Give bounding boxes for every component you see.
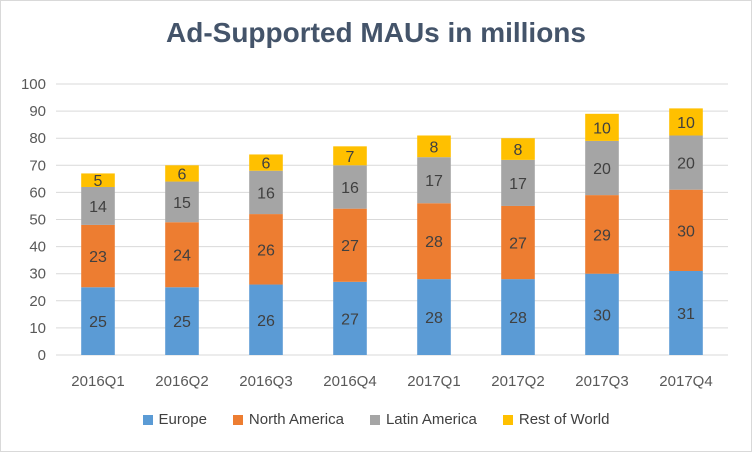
x-tick-label: 2016Q1 <box>71 373 124 390</box>
bar-segment <box>333 165 367 209</box>
bar-segment <box>417 279 451 355</box>
x-tick-label: 2016Q3 <box>239 373 292 390</box>
bar-segment <box>501 138 535 160</box>
y-tick-label: 0 <box>38 347 46 364</box>
data-label: 25 <box>173 314 191 331</box>
data-label: 29 <box>593 227 611 244</box>
bar-segment <box>417 135 451 158</box>
legend-item: Latin America <box>369 411 477 428</box>
data-label: 27 <box>341 238 359 255</box>
data-label: 17 <box>425 173 443 190</box>
bar-segment <box>669 270 703 355</box>
y-tick-label: 70 <box>29 157 46 174</box>
legend-swatch <box>142 414 153 425</box>
data-label: 20 <box>677 156 695 173</box>
y-tick-label: 100 <box>21 76 46 93</box>
y-tick-label: 90 <box>29 103 46 120</box>
legend-swatch <box>369 414 380 425</box>
data-label: 23 <box>89 249 107 266</box>
bar-segment <box>81 173 115 187</box>
data-label: 14 <box>89 199 107 216</box>
data-label: 27 <box>341 311 359 328</box>
data-label: 28 <box>425 234 443 251</box>
bar-segment <box>417 157 451 204</box>
bar-segment <box>501 279 535 355</box>
bar-segment <box>249 170 283 215</box>
x-tick-label: 2017Q1 <box>407 373 460 390</box>
y-tick-label: 40 <box>29 239 46 256</box>
bar-segment <box>585 195 619 274</box>
data-label: 7 <box>346 149 355 166</box>
data-label: 10 <box>677 115 695 132</box>
y-tick-label: 30 <box>29 266 46 283</box>
data-label: 28 <box>509 310 527 327</box>
bar-segment <box>585 113 619 141</box>
x-tick-label: 2016Q4 <box>323 373 376 390</box>
data-label: 27 <box>509 236 527 253</box>
legend-label: Latin America <box>385 411 477 428</box>
y-tick-label: 20 <box>29 293 46 310</box>
data-label: 8 <box>430 139 439 156</box>
data-label: 31 <box>677 306 695 323</box>
data-label: 24 <box>173 248 191 265</box>
data-label: 16 <box>257 185 275 202</box>
chart-title: Ad-Supported MAUs in millions <box>166 17 586 48</box>
bar-segment <box>165 222 199 288</box>
bar-segment <box>249 284 283 355</box>
bar-segment <box>501 159 535 206</box>
legend-label: Europe <box>158 411 207 428</box>
bar-segment <box>249 214 283 285</box>
bar-segment <box>165 165 199 182</box>
bar-segment <box>165 181 199 223</box>
x-tick-label: 2017Q4 <box>659 373 712 390</box>
bar-segment <box>333 281 367 355</box>
bar-segment <box>669 108 703 136</box>
data-label: 17 <box>509 176 527 193</box>
bar-segment <box>669 189 703 271</box>
bar-segment <box>501 205 535 280</box>
x-tick-label: 2016Q2 <box>155 373 208 390</box>
data-label: 8 <box>514 142 523 159</box>
legend-label: Rest of World <box>518 411 610 428</box>
bar-segment <box>81 186 115 225</box>
chart-legend: Europe North America Latin America Rest of … <box>1 411 751 428</box>
bar-segment <box>333 146 367 166</box>
y-tick-label: 60 <box>29 184 46 201</box>
data-label: 20 <box>593 161 611 178</box>
bar-segment <box>81 224 115 288</box>
x-tick-label: 2017Q3 <box>575 373 628 390</box>
legend-swatch <box>502 414 513 425</box>
bar-segment <box>417 203 451 280</box>
bar-segment <box>333 208 367 282</box>
data-label: 6 <box>178 166 187 183</box>
data-label: 30 <box>593 307 611 324</box>
legend-item: North America <box>232 411 344 428</box>
legend-item: Europe <box>142 411 207 428</box>
data-label: 26 <box>257 313 275 330</box>
y-tick-label: 50 <box>29 212 46 229</box>
legend-swatch <box>232 414 243 425</box>
y-tick-label: 80 <box>29 130 46 147</box>
data-label: 30 <box>677 223 695 240</box>
x-tick-label: 2017Q2 <box>491 373 544 390</box>
data-label: 25 <box>89 314 107 331</box>
bar-segment <box>81 287 115 355</box>
legend-item: Rest of World <box>502 411 610 428</box>
y-tick-label: 10 <box>29 320 46 337</box>
data-label: 15 <box>173 195 191 212</box>
data-label: 28 <box>425 310 443 327</box>
data-label: 10 <box>593 120 611 137</box>
bar-segment <box>669 135 703 190</box>
data-label: 16 <box>341 180 359 197</box>
data-label: 6 <box>262 156 271 173</box>
data-label: 26 <box>257 242 275 259</box>
bar-segment <box>165 287 199 355</box>
bar-segment <box>585 140 619 196</box>
bar-segment <box>249 154 283 171</box>
bar-segment <box>585 273 619 355</box>
data-label: 5 <box>94 173 103 190</box>
legend-label: North America <box>248 411 344 428</box>
